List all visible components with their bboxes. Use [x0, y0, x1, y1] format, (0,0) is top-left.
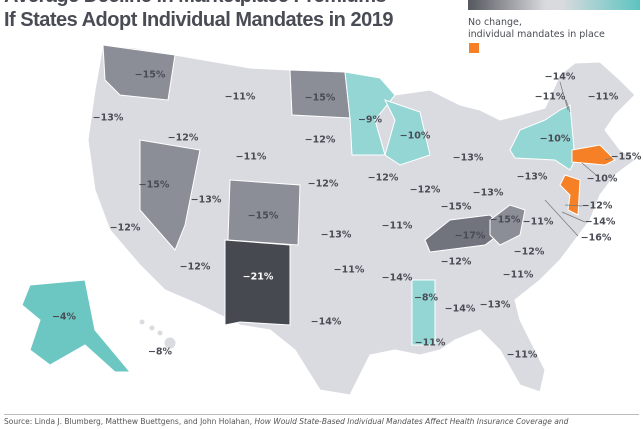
- legend-line-1: No change,: [468, 17, 522, 28]
- state-value-label: −11%: [502, 269, 534, 281]
- state-value-label: −11%: [522, 216, 554, 228]
- state-mn: [344, 71, 396, 156]
- state-value-label: −14%: [381, 272, 413, 284]
- state-value-label: −12%: [409, 184, 441, 196]
- state-wi: [384, 99, 431, 166]
- state-value-label: −15%: [304, 92, 336, 104]
- state-value-label: −12%: [307, 178, 339, 190]
- state-nv: [139, 139, 201, 251]
- state-wv: [489, 204, 526, 246]
- leader-lines: [544, 81, 613, 237]
- legend-line-2: individual mandates in place: [468, 29, 605, 40]
- state-value-label: −13%: [190, 194, 222, 206]
- state-value-label: −14%: [310, 316, 342, 328]
- state-value-label: −12%: [513, 246, 545, 258]
- legend-no-change-label: No change, individual mandates in place: [468, 17, 605, 41]
- state-value-label: −10%: [586, 173, 618, 185]
- source-note: Source: Linda J. Blumberg, Matthew Buett…: [4, 417, 568, 426]
- state-value-label: −12%: [167, 132, 199, 144]
- state-value-label: −21%: [242, 271, 274, 283]
- state-value-label: −14%: [544, 71, 576, 83]
- legend-gradient-bar: [468, 0, 640, 10]
- state-ms: [411, 279, 436, 346]
- state-value-label: −11%: [224, 91, 256, 103]
- state-value-label: −10%: [399, 130, 431, 142]
- state-co: [227, 179, 301, 246]
- legend-orange-swatch: [469, 43, 479, 53]
- state-value-label: −11%: [414, 337, 446, 349]
- state-ny: [509, 104, 576, 171]
- state-value-label: −8%: [147, 346, 173, 358]
- state-value-label: −11%: [506, 349, 538, 361]
- state-value-label: −13%: [320, 229, 352, 241]
- state-hi: [138, 318, 177, 350]
- state-nj: [559, 174, 581, 216]
- state-value-label: −13%: [92, 112, 124, 124]
- state-ak: [21, 279, 132, 373]
- state-value-label: −14%: [444, 303, 476, 315]
- state-value-label: −16%: [580, 232, 612, 244]
- state-nm: [224, 239, 291, 326]
- state-value-label: −15%: [134, 69, 166, 81]
- state-value-label: −10%: [539, 133, 571, 145]
- state-value-label: −13%: [472, 187, 504, 199]
- state-value-label: −13%: [516, 171, 548, 183]
- state-value-label: −12%: [367, 172, 399, 184]
- state-value-label: −15%: [247, 210, 279, 222]
- state-value-label: −15%: [610, 151, 642, 163]
- state-value-label: −12%: [304, 134, 336, 146]
- state-ma: [571, 144, 616, 166]
- state-value-label: −15%: [489, 214, 521, 226]
- state-value-label: −11%: [534, 91, 566, 103]
- state-value-label: −15%: [138, 179, 170, 191]
- source-title: How Would State-Based Individual Mandate…: [254, 417, 569, 426]
- title-line-2: If States Adopt Individual Mandates in 2…: [4, 9, 393, 31]
- state-value-label: −13%: [479, 299, 511, 311]
- state-value-label: −15%: [440, 201, 472, 213]
- state-value-label: −12%: [109, 222, 141, 234]
- state-value-label: −11%: [235, 151, 267, 163]
- title-line-1: Average Decline in Marketplace Premiums: [4, 0, 387, 8]
- state-value-label: −12%: [179, 261, 211, 273]
- state-value-label: −12%: [581, 200, 613, 212]
- state-wa: [102, 44, 176, 101]
- state-value-label: −9%: [357, 114, 383, 126]
- state-value-label: −8%: [413, 292, 439, 304]
- state-value-label: −11%: [587, 91, 619, 103]
- state-value-label: −17%: [454, 230, 486, 242]
- state-value-label: −14%: [584, 216, 616, 228]
- state-value-label: −13%: [452, 152, 484, 164]
- state-value-label: −11%: [381, 220, 413, 232]
- divider: [4, 414, 639, 415]
- source-text: Source: Linda J. Blumberg, Matthew Buett…: [4, 417, 255, 426]
- state-value-label: −4%: [51, 311, 77, 323]
- state-value-label: −11%: [333, 264, 365, 276]
- state-value-label: −12%: [440, 256, 472, 268]
